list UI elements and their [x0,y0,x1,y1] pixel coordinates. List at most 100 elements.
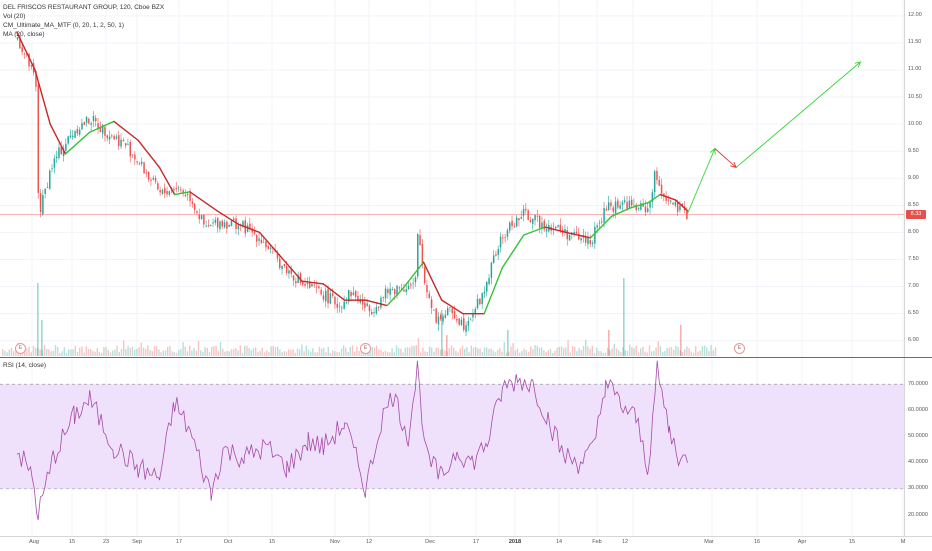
candle-body [465,325,467,333]
price-chart-canvas[interactable] [0,0,904,357]
volume-bar [145,348,147,356]
rsi-indicator-label[interactable]: RSI (14, close) [3,362,46,369]
candle-body [663,193,665,196]
volume-bar [569,352,571,356]
candle-body [490,262,493,279]
volume-bar [41,320,43,356]
volume-bar [41,349,43,356]
earnings-marker[interactable]: E [734,343,745,354]
volume-bar [219,342,222,356]
candle-body [28,53,30,67]
candle-body [515,217,518,227]
candle-body [129,141,132,157]
candle-body [62,148,65,157]
candle-body [541,222,543,229]
ma-line-segment [113,120,139,142]
ma-line-segment [647,193,661,204]
volume-bar [92,351,94,356]
volume-indicator-label[interactable]: Vol (20) [3,13,26,20]
time-axis[interactable]: Aug 15 23 Sep 17 Oct 15 Nov 12 Dec 17 2018 14 Feb 12 Ma… [0,536,932,551]
volume-bar [618,350,620,356]
candle-body [596,225,598,228]
candle-body [76,129,79,134]
volume-bar [160,352,162,356]
volume-bar [461,345,464,356]
projection-arrow-up [687,148,716,214]
cm-ma-indicator-label[interactable]: CM_Ultimate_MA_MTF (0, 20, 1, 2, 50, 1) [3,22,125,29]
candle-body [387,289,389,294]
price-scale[interactable]: 12.00 11.50 11.00 10.50 10.00 9.50 9.00 8.50 8.0… [904,0,932,357]
volume-bar [184,346,186,356]
volume-bar [116,345,118,356]
volume-bar [68,349,70,356]
rsi-pane[interactable] [0,358,904,536]
candle-body [495,254,497,256]
projection-arrow-up-head [854,61,862,68]
price-chart-pane[interactable] [0,0,904,357]
ma-indicator-label[interactable]: MA (20, close) [3,31,45,38]
rsi-chart-canvas[interactable] [0,358,904,536]
volume-bar [316,352,318,356]
candle-body [642,204,644,207]
candle-body [617,200,619,208]
candle-body [127,143,129,145]
candle-body [686,210,688,220]
candle-body [81,123,83,130]
candle-body [343,301,345,309]
volume-bar [699,350,701,356]
volume-bar [147,345,149,356]
volume-bar [87,349,90,356]
volume-bar [43,345,46,356]
volume-bar [536,345,538,356]
volume-bar [228,351,230,356]
volume-bar [378,349,380,356]
volume-bar [270,346,272,356]
symbol-title[interactable]: DEL FRISCOS RESTAURANT GROUP, 120, Cboe … [3,4,165,11]
volume-bar [81,346,83,356]
volume-bar [545,352,547,356]
volume-bar [182,342,184,356]
candle-body [502,237,504,239]
time-tick-label: 15 [848,539,856,545]
candle-body [341,307,343,309]
earnings-marker[interactable]: E [360,343,371,354]
volume-bar [208,351,211,356]
candle-body [640,203,642,210]
candle-body [131,154,134,156]
volume-bar [642,346,644,356]
volume-bar [633,348,635,356]
candle-body [177,187,180,189]
candle-body [624,200,626,203]
volume-bar [35,348,37,356]
volume-bar [37,283,39,356]
volume-bar [338,352,340,356]
pane-divider[interactable] [0,357,932,358]
volume-bar [349,346,351,356]
candle-body [670,200,672,202]
volume-bar [255,347,257,356]
candle-body [598,222,601,224]
volume-bar [486,347,488,356]
candle-body [299,273,302,284]
volume-bar [558,346,560,356]
volume-bar [648,345,651,356]
candle-body [667,199,670,201]
projection-arrow-up [735,61,861,168]
price-tick-label: 6.00 [908,337,919,344]
volume-bar [301,344,303,356]
candle-body [72,135,74,137]
rsi-scale[interactable]: 70.0000 60.0000 50.0000 40.0000 30.0000 20.00… [904,358,932,536]
volume-bar [574,346,576,356]
candle-body [304,283,306,286]
candle-body [164,187,166,194]
volume-bar [446,335,448,356]
volume-bar [189,345,191,356]
candle-body [564,228,566,233]
earnings-marker[interactable]: E [15,343,26,354]
time-tick-label: Mar [704,539,714,545]
volume-bar [680,325,682,356]
volume-bar [57,347,59,356]
candle-body [354,290,357,297]
volume-bar [39,349,41,356]
candle-body [118,135,120,146]
